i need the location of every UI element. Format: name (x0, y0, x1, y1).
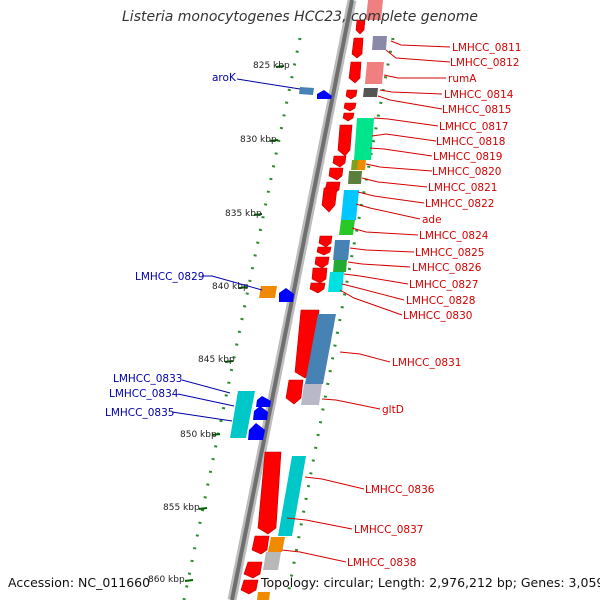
gene-label[interactable]: gltD (382, 404, 404, 416)
scale-label-830: 830 kbp (240, 135, 277, 145)
reverse-cds-arrow[interactable] (317, 90, 332, 99)
gene-label[interactable]: LMHCC_0814 (444, 89, 514, 101)
gene-label[interactable]: LMHCC_0819 (433, 151, 502, 163)
cds-arrow[interactable] (251, 535, 270, 555)
gene-label[interactable]: rumA (448, 73, 477, 85)
cds-arrow[interactable] (348, 61, 362, 84)
gene-label[interactable]: LMHCC_0818 (436, 136, 505, 148)
feature-block-steel[interactable] (333, 240, 350, 260)
cds-arrow[interactable] (257, 451, 282, 535)
gene-label[interactable]: LMHCC_0838 (347, 557, 416, 569)
accession-text: Accession: NC_011660 (8, 575, 151, 590)
reverse-block-cyan[interactable] (230, 391, 255, 438)
cds-arrow[interactable] (240, 579, 259, 595)
gene-label[interactable]: LMHCC_0815 (442, 104, 511, 116)
gene-label[interactable]: LMHCC_0830 (403, 310, 472, 322)
scale-label-845: 845 kbp (198, 355, 235, 365)
reverse-cds-arrow[interactable] (248, 423, 265, 440)
cds-arrow[interactable] (337, 124, 353, 157)
cds-arrow[interactable] (321, 187, 338, 213)
cds-arrow[interactable] (345, 89, 358, 100)
feature-block-green[interactable] (339, 220, 355, 235)
forward-gene-labels: LMHCC_0811 LMHCC_0812 rumA LMHCC_0814 LM… (347, 42, 521, 569)
gene-label[interactable]: LMHCC_0820 (432, 166, 501, 178)
forward-cds-track (240, 19, 366, 595)
feature-block-orange[interactable] (268, 537, 285, 552)
cds-arrow[interactable] (314, 256, 330, 269)
scale-label-835: 835 kbp (225, 209, 262, 219)
feature-block-orange[interactable] (357, 160, 366, 170)
cds-arrow[interactable] (343, 102, 357, 112)
genome-info-text: Topology: circular; Length: 2,976,212 bp… (261, 575, 600, 590)
scale-label-825: 825 kbp (253, 61, 290, 71)
scale-label-860: 860 kbp (148, 575, 185, 585)
gene-label-reverse[interactable]: LMHCC_0834 (109, 388, 179, 400)
feature-block-orange[interactable] (257, 592, 270, 600)
reverse-feature-track (230, 87, 332, 440)
gene-label[interactable]: LMHCC_0827 (409, 279, 478, 291)
gene-label-reverse[interactable]: aroK (212, 72, 237, 84)
cds-arrow[interactable] (342, 112, 355, 122)
feature-block-silver[interactable] (263, 552, 281, 570)
gene-label[interactable]: LMHCC_0824 (419, 230, 489, 242)
reverse-leader-lines (171, 78, 301, 422)
cds-arrow[interactable] (309, 282, 326, 294)
gene-label[interactable]: LMHCC_0822 (425, 198, 494, 210)
reverse-block-steel[interactable] (299, 87, 314, 95)
reverse-block-orange[interactable] (259, 286, 277, 298)
reverse-cds-arrow[interactable] (279, 288, 294, 302)
gene-label[interactable]: LMHCC_0817 (439, 121, 508, 133)
cds-arrow[interactable] (311, 267, 328, 284)
cds-arrow[interactable] (332, 155, 347, 168)
feature-block-cyan[interactable] (328, 272, 344, 292)
gene-label[interactable]: LMHCC_0836 (365, 484, 435, 496)
gene-label-reverse[interactable]: LMHCC_0833 (113, 373, 182, 385)
reverse-cds-arrow[interactable] (256, 396, 271, 407)
inner-tick-track (182, 37, 302, 600)
cds-arrow[interactable] (285, 379, 304, 405)
gene-label-reverse[interactable]: LMHCC_0835 (105, 407, 174, 419)
forward-feature-track (257, 0, 387, 600)
feature-block-silver[interactable] (301, 384, 322, 405)
cds-arrow[interactable] (328, 167, 344, 181)
gene-label[interactable]: LMHCC_0826 (412, 262, 482, 274)
cds-arrow[interactable] (316, 246, 332, 256)
feature-block-olive[interactable] (348, 171, 362, 184)
gene-label[interactable]: LMHCC_0837 (354, 524, 423, 536)
feature-block-slate[interactable] (372, 36, 387, 50)
cds-arrow[interactable] (351, 37, 364, 59)
gene-label[interactable]: LMHCC_0831 (392, 357, 461, 369)
gene-label[interactable]: LMHCC_0812 (450, 57, 519, 69)
scale-labels: 825 kbp 830 kbp 835 kbp 840 kbp 845 kbp … (148, 61, 290, 585)
forward-leader-lines (281, 40, 451, 563)
cds-arrow[interactable] (318, 235, 333, 248)
gene-label-reverse[interactable]: LMHCC_0829 (135, 271, 204, 283)
feature-block-green[interactable] (354, 118, 374, 160)
feature-block-teal[interactable] (278, 456, 306, 536)
map-title: Listeria monocytogenes HCC23, complete g… (122, 9, 478, 25)
reverse-cds-arrow[interactable] (253, 406, 268, 420)
feature-block-steel[interactable] (305, 314, 336, 384)
cds-arrow[interactable] (243, 561, 263, 579)
gene-label[interactable]: LMHCC_0828 (406, 295, 475, 307)
scale-label-850: 850 kbp (180, 430, 217, 440)
scale-label-840: 840 kbp (212, 282, 249, 292)
gene-label[interactable]: ade (422, 214, 442, 226)
gene-label[interactable]: LMHCC_0811 (452, 42, 521, 54)
gene-label[interactable]: LMHCC_0821 (428, 182, 497, 194)
feature-block-gray[interactable] (363, 88, 378, 97)
scale-label-855: 855 kbp (163, 503, 200, 513)
feature-block-pink[interactable] (366, 0, 383, 20)
gene-label[interactable]: LMHCC_0825 (415, 247, 484, 259)
reverse-gene-labels: aroK LMHCC_0829 LMHCC_0833 LMHCC_0834 LM… (105, 72, 237, 419)
feature-block-green[interactable] (333, 260, 347, 272)
cds-arrow[interactable] (355, 19, 366, 35)
scale-ticks (184, 65, 285, 582)
feature-block-cyan[interactable] (341, 190, 359, 220)
feature-block-pink[interactable] (365, 62, 384, 84)
